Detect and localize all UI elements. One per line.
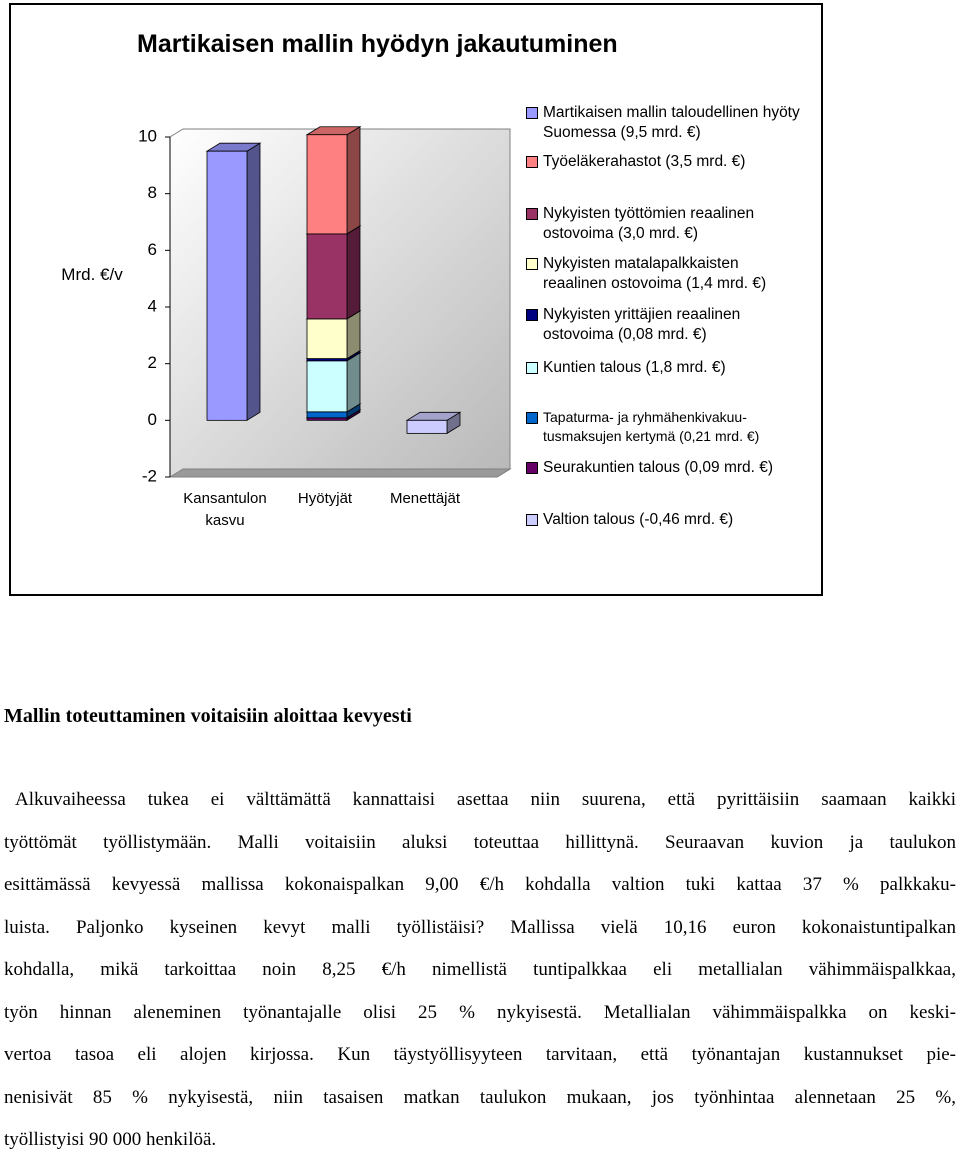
paragraph-line: vertoa tasoa eli alojen kirjossa. Kun tä… [4,1044,956,1065]
legend-label: Työeläkerahastot (3,5 mrd. €) [543,153,746,170]
bar [306,360,348,413]
legend-item: Nykyisten yrittäjien reaalinen ostovoima… [526,305,806,345]
chart-frame [9,3,823,596]
bar [306,233,348,320]
bar [406,419,448,434]
legend-swatch [526,156,538,168]
legend-item: Tapaturma- ja ryhmähenkivakuu-tusmaksuje… [526,408,806,446]
y-tick-label: 8 [148,183,157,202]
paragraph-line: kohdalla, mikä tarkoittaa noin 8,25 €/h … [4,959,956,980]
paragraph-line: esittämässä kevyessä mallissa kokonaispa… [4,874,956,895]
bar-side [246,142,261,422]
legend-swatch [526,362,538,374]
legend-label: Tapaturma- ja ryhmähenkivakuu-tusmaksuje… [543,409,760,444]
legend-item: Nykyisten työttömien reaalinen ostovoima… [526,204,806,244]
paragraph-line: työttömät työllistymään. Malli voitaisii… [4,831,956,853]
x-tick-label: Hyötyjät [297,490,353,507]
legend-item: Valtion talous (-0,46 mrd. €) [526,510,806,530]
paragraph-line: luista. Paljonko kyseinen kevyt malli ty… [4,916,956,938]
y-axis-label: Mrd. €/v [61,265,123,284]
bar [306,134,348,235]
chart-title: Martikaisen mallin hyödyn jakautuminen [137,30,618,58]
legend-swatch [526,258,538,270]
legend-label: Nykyisten työttömien reaalinen ostovoima… [543,205,755,242]
y-tick-label: 4 [148,296,157,315]
legend-swatch [526,309,538,321]
x-tick-label: Menettäjät [389,490,461,507]
legend-label: Nykyisten yrittäjien reaalinen ostovoima… [543,306,741,343]
y-tick-label: 0 [148,410,157,429]
bar-side [346,352,361,413]
legend-item: Työeläkerahastot (3,5 mrd. €) [526,152,806,172]
legend-label: Nykyisten matalapalkkaisten reaalinen os… [543,255,767,292]
y-tick-label: 2 [148,353,157,372]
legend-label: Seurakuntien talous (0,09 mrd. €) [543,459,774,476]
bar-side [346,225,361,320]
y-tick-label: -2 [142,466,157,485]
legend-swatch [526,514,538,526]
legend-swatch [526,208,538,220]
paragraph-line: nenisivät 85 % nykyisestä, niin tasaisen… [4,1086,956,1108]
heading: Mallin toteuttaminen voitaisiin aloittaa… [4,705,412,727]
legend-swatch [526,412,538,424]
x-tick-label: Kansantulon kasvu [183,490,267,529]
legend-item: Seurakuntien talous (0,09 mrd. €) [526,458,806,478]
paragraph-line: työn hinnan aleneminen työnantajalle oli… [4,1001,956,1023]
legend-item: Nykyisten matalapalkkaisten reaalinen os… [526,254,806,294]
legend-label: Kuntien talous (1,8 mrd. €) [543,359,726,376]
bar [306,411,348,419]
legend-swatch [526,462,538,474]
legend-item: Martikaisen mallin taloudellinen hyöty S… [526,103,806,143]
bar-side [346,126,361,235]
legend-item: Kuntien talous (1,8 mrd. €) [526,358,806,378]
y-tick-label: 6 [148,240,157,259]
bar [206,150,248,421]
paragraph-line: Alkuvaiheessa tukea ei välttämättä kanna… [15,789,956,810]
bar [306,318,348,359]
y-tick-label: 10 [138,126,157,145]
paragraph-line: työllistyisi 90 000 henkilöä. [4,1129,217,1150]
floor [168,468,512,478]
legend-swatch [526,107,538,119]
legend-label: Valtion talous (-0,46 mrd. €) [543,511,734,528]
legend-label: Martikaisen mallin taloudellinen hyöty S… [543,104,800,141]
